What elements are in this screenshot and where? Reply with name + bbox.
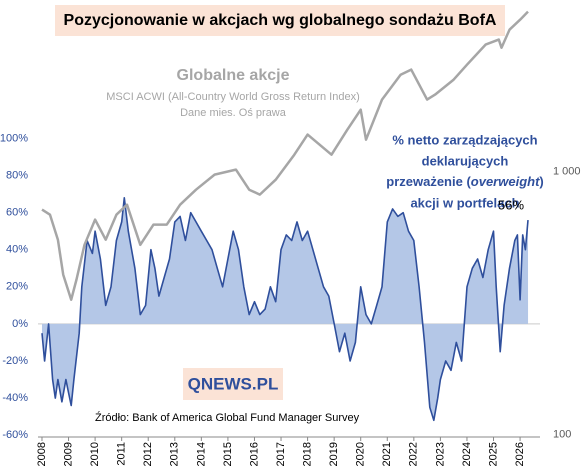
annotation-part: ) <box>539 174 543 189</box>
gray-title: Globalne akcje <box>177 67 290 84</box>
chart-title: Pozycjonowanie w akcjach wg globalnego s… <box>64 12 497 29</box>
end-label: 56% <box>498 198 524 213</box>
annotation-part: overweight <box>471 174 540 189</box>
y2-tick-label: 100 <box>553 429 571 441</box>
x-tick-label: 2024 <box>461 442 473 466</box>
logo-box <box>183 368 283 400</box>
gray-subtitle: Dane mies. Oś prawa <box>180 107 287 119</box>
x-tick-label: 2026 <box>514 442 526 466</box>
x-tick-label: 2020 <box>355 442 367 466</box>
series-line <box>41 10 529 301</box>
x-tick-label: 2015 <box>222 442 234 466</box>
x-tick-label: 2008 <box>36 442 48 466</box>
y-tick-label: -40% <box>2 392 28 404</box>
x-tick-label: 2022 <box>408 442 420 466</box>
y-tick-label: 0% <box>12 318 28 330</box>
title-box <box>55 5 505 36</box>
annotation-part: przeważenie ( <box>386 174 471 189</box>
x-tick-label: 2025 <box>487 442 499 466</box>
y-tick-label: 80% <box>6 169 28 181</box>
x-tick-label: 2014 <box>195 442 207 466</box>
x-tick-label: 2023 <box>434 442 446 466</box>
x-tick-label: 2011 <box>116 442 128 466</box>
y2-tick-label: 1 000 <box>553 166 581 178</box>
y-tick-label: -20% <box>2 355 28 367</box>
x-tick-label: 2018 <box>301 442 313 466</box>
x-tick-label: 2009 <box>62 442 74 466</box>
y-tick-label: 60% <box>6 207 28 219</box>
x-tick-label: 2021 <box>381 442 393 466</box>
series-line <box>41 197 529 422</box>
source: Źródło: Bank of America Global Fund Mana… <box>95 411 360 424</box>
logo: QNEWS.PL <box>188 374 279 393</box>
area <box>41 197 529 421</box>
x-tick-label: 2010 <box>89 442 101 466</box>
y-tick-label: 100% <box>0 132 28 144</box>
y-tick-label: 40% <box>6 244 28 256</box>
x-tick-label: 2012 <box>142 442 154 466</box>
x-tick-label: 2013 <box>169 442 181 466</box>
x-tick-label: 2017 <box>275 442 287 466</box>
annotation-line: akcji w portfelach <box>410 195 519 210</box>
x-tick-label: 2016 <box>248 442 260 466</box>
y-tick-label: 20% <box>6 281 28 293</box>
y-tick-label: -60% <box>2 429 28 441</box>
blue-annotation: % netto zarządzających deklarujących prz… <box>386 132 544 210</box>
annotation-line: przeważenie (overweight) <box>386 174 544 189</box>
annotation-line: % netto zarządzających <box>392 132 537 147</box>
annotation-line: deklarujących <box>422 153 509 168</box>
x-tick-label: 2019 <box>328 442 340 466</box>
gray-subtitle: MSCI ACWI (All-Country World Gross Retur… <box>106 91 359 103</box>
